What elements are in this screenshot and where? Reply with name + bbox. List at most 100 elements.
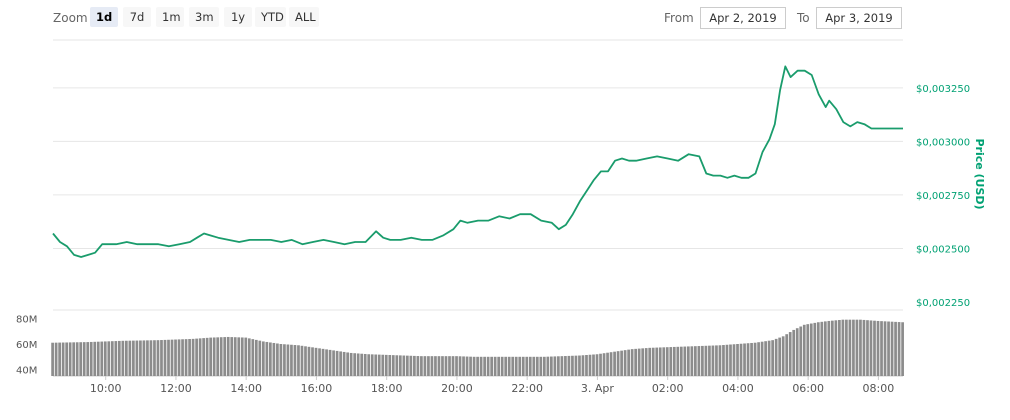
volume-bar bbox=[708, 345, 711, 376]
volume-bar bbox=[54, 342, 58, 376]
volume-bar bbox=[51, 342, 54, 376]
volume-bar bbox=[722, 345, 725, 376]
volume-bar bbox=[578, 355, 581, 376]
time-tick-label: 06:00 bbox=[792, 382, 824, 395]
volume-bar bbox=[342, 351, 346, 376]
volume-bar bbox=[223, 337, 227, 376]
volume-tick-label: 40M bbox=[16, 366, 37, 377]
time-tick-label: 10:00 bbox=[90, 382, 122, 395]
volume-bar bbox=[100, 341, 104, 376]
volume-bar bbox=[304, 346, 307, 376]
price-tick-label: $0,002500 bbox=[916, 244, 970, 255]
volume-bar bbox=[599, 353, 602, 376]
volume-bar bbox=[788, 332, 792, 376]
zoom-ytd-button[interactable]: YTD bbox=[255, 7, 286, 27]
volume-bar bbox=[258, 340, 262, 376]
volume-bar bbox=[247, 338, 251, 376]
volume-bar bbox=[686, 346, 690, 376]
volume-bar bbox=[89, 341, 93, 376]
volume-bar bbox=[830, 320, 834, 376]
time-tick-label: 14:00 bbox=[230, 382, 262, 395]
volume-bar bbox=[880, 321, 883, 376]
volume-bar bbox=[732, 344, 736, 376]
volume-bar bbox=[360, 353, 364, 376]
time-tick-label: 3. Apr bbox=[581, 382, 614, 395]
volume-bar bbox=[883, 321, 887, 376]
volume-bar bbox=[75, 342, 79, 376]
volume-bar bbox=[469, 356, 472, 376]
volume-bar bbox=[873, 320, 876, 376]
volume-bar bbox=[887, 321, 890, 376]
volume-bar bbox=[381, 354, 385, 376]
from-date-input[interactable] bbox=[700, 7, 786, 29]
volume-bar bbox=[279, 344, 283, 376]
volume-bar bbox=[472, 356, 476, 376]
volume-bar bbox=[195, 338, 198, 376]
volume-bar bbox=[170, 339, 174, 376]
volume-bar bbox=[325, 349, 328, 376]
volume-bar bbox=[813, 322, 817, 376]
zoom-all-button[interactable]: ALL bbox=[289, 7, 319, 27]
volume-bar bbox=[630, 349, 634, 376]
range-selector-toolbar: Zoom 1d 7d 1m 3m 1y YTD ALL From To bbox=[0, 0, 1010, 36]
time-tick-label: 12:00 bbox=[160, 382, 192, 395]
volume-bar bbox=[616, 351, 620, 376]
volume-bar bbox=[704, 345, 708, 376]
volume-axis-ticks: 40M 60M 80M bbox=[16, 314, 37, 376]
volume-bar bbox=[802, 324, 806, 376]
volume-bar bbox=[557, 356, 560, 376]
volume-bar bbox=[567, 355, 571, 376]
volume-bar bbox=[132, 340, 135, 376]
zoom-7d-button[interactable]: 7d bbox=[123, 7, 151, 27]
volume-bar bbox=[588, 354, 592, 376]
time-tick-label: 18:00 bbox=[371, 382, 403, 395]
volume-bar bbox=[391, 355, 395, 376]
volume-bar bbox=[65, 342, 69, 376]
volume-bar bbox=[627, 349, 630, 376]
volume-bar bbox=[163, 339, 167, 376]
to-date-input[interactable] bbox=[816, 7, 902, 29]
volume-bar bbox=[848, 319, 852, 376]
zoom-1y-button[interactable]: 1y bbox=[224, 7, 252, 27]
volume-bar bbox=[785, 334, 789, 376]
volume-bar bbox=[103, 341, 107, 376]
volume-bar bbox=[535, 356, 539, 376]
volume-bar bbox=[701, 345, 704, 376]
volume-bar bbox=[757, 342, 760, 376]
volume-bar bbox=[834, 320, 838, 376]
volume-bar bbox=[838, 320, 841, 376]
volume-bar bbox=[107, 341, 111, 376]
volume-bar bbox=[423, 356, 427, 376]
volume-bar bbox=[153, 340, 156, 376]
volume-bar bbox=[202, 338, 205, 376]
zoom-1d-button[interactable]: 1d bbox=[90, 7, 118, 27]
volume-bar bbox=[437, 356, 441, 376]
volume-bar bbox=[774, 338, 778, 376]
volume-bar bbox=[483, 356, 486, 376]
volume-bar bbox=[290, 344, 293, 376]
volume-bar bbox=[655, 347, 659, 376]
volume-bar bbox=[585, 355, 588, 376]
volume-bar bbox=[465, 356, 469, 376]
zoom-3m-button[interactable]: 3m bbox=[189, 7, 219, 27]
volume-bar bbox=[420, 356, 423, 376]
volume-bar bbox=[314, 347, 318, 376]
volume-bar bbox=[335, 350, 339, 376]
volume-bar bbox=[160, 340, 163, 376]
volume-bar bbox=[644, 348, 648, 376]
volume-bar bbox=[609, 352, 613, 376]
volume-bar bbox=[546, 356, 550, 376]
volume-bar bbox=[901, 322, 904, 376]
volume-bar bbox=[866, 320, 869, 376]
volume-bar bbox=[683, 346, 687, 376]
volume-bar bbox=[518, 356, 522, 376]
time-tick-label: 02:00 bbox=[652, 382, 684, 395]
volume-bar bbox=[332, 350, 335, 376]
volume-bar bbox=[430, 356, 434, 376]
volume-bar bbox=[349, 352, 353, 376]
zoom-1m-button[interactable]: 1m bbox=[156, 7, 184, 27]
volume-bar bbox=[743, 343, 746, 376]
volume-bar bbox=[79, 342, 83, 376]
volume-bar bbox=[82, 342, 86, 376]
volume-bar bbox=[500, 356, 504, 376]
